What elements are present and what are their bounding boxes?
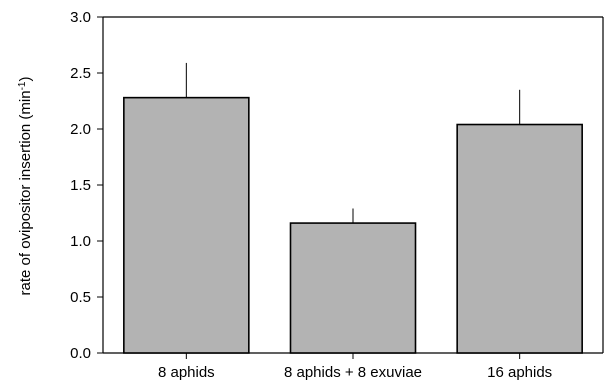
bar-3 bbox=[456, 123, 583, 354]
y-tick-label: 0.0 bbox=[70, 345, 91, 362]
bars-group bbox=[123, 96, 583, 354]
y-tick-label: 2.5 bbox=[70, 65, 91, 82]
bar-1 bbox=[123, 96, 250, 354]
bar-2 bbox=[289, 222, 417, 354]
x-tick-label: 8 aphids + 8 exuviae bbox=[284, 364, 422, 381]
y-axis-ticks: 0.0 0.5 1.0 1.5 2.0 2.5 3.0 bbox=[70, 9, 103, 362]
y-axis-title-suffix: ) bbox=[17, 77, 34, 82]
y-tick-label: 3.0 bbox=[70, 9, 91, 26]
y-axis-title-superscript: -1 bbox=[17, 81, 28, 90]
x-tick-label: 8 aphids bbox=[158, 364, 215, 381]
y-tick-label: 1.5 bbox=[70, 177, 91, 194]
error-bars-group bbox=[185, 62, 521, 224]
y-tick-label: 2.0 bbox=[70, 121, 91, 138]
y-axis-title: rate of ovipositor insertion (min-1) bbox=[17, 77, 35, 296]
x-tick-label: 16 aphids bbox=[487, 364, 552, 381]
y-axis-title-main: rate of ovipositor insertion (min bbox=[17, 90, 34, 295]
x-axis-ticks: 8 aphids 8 aphids + 8 exuviae 16 aphids bbox=[158, 353, 552, 381]
y-tick-label: 1.0 bbox=[70, 233, 91, 250]
y-tick-label: 0.5 bbox=[70, 289, 91, 306]
